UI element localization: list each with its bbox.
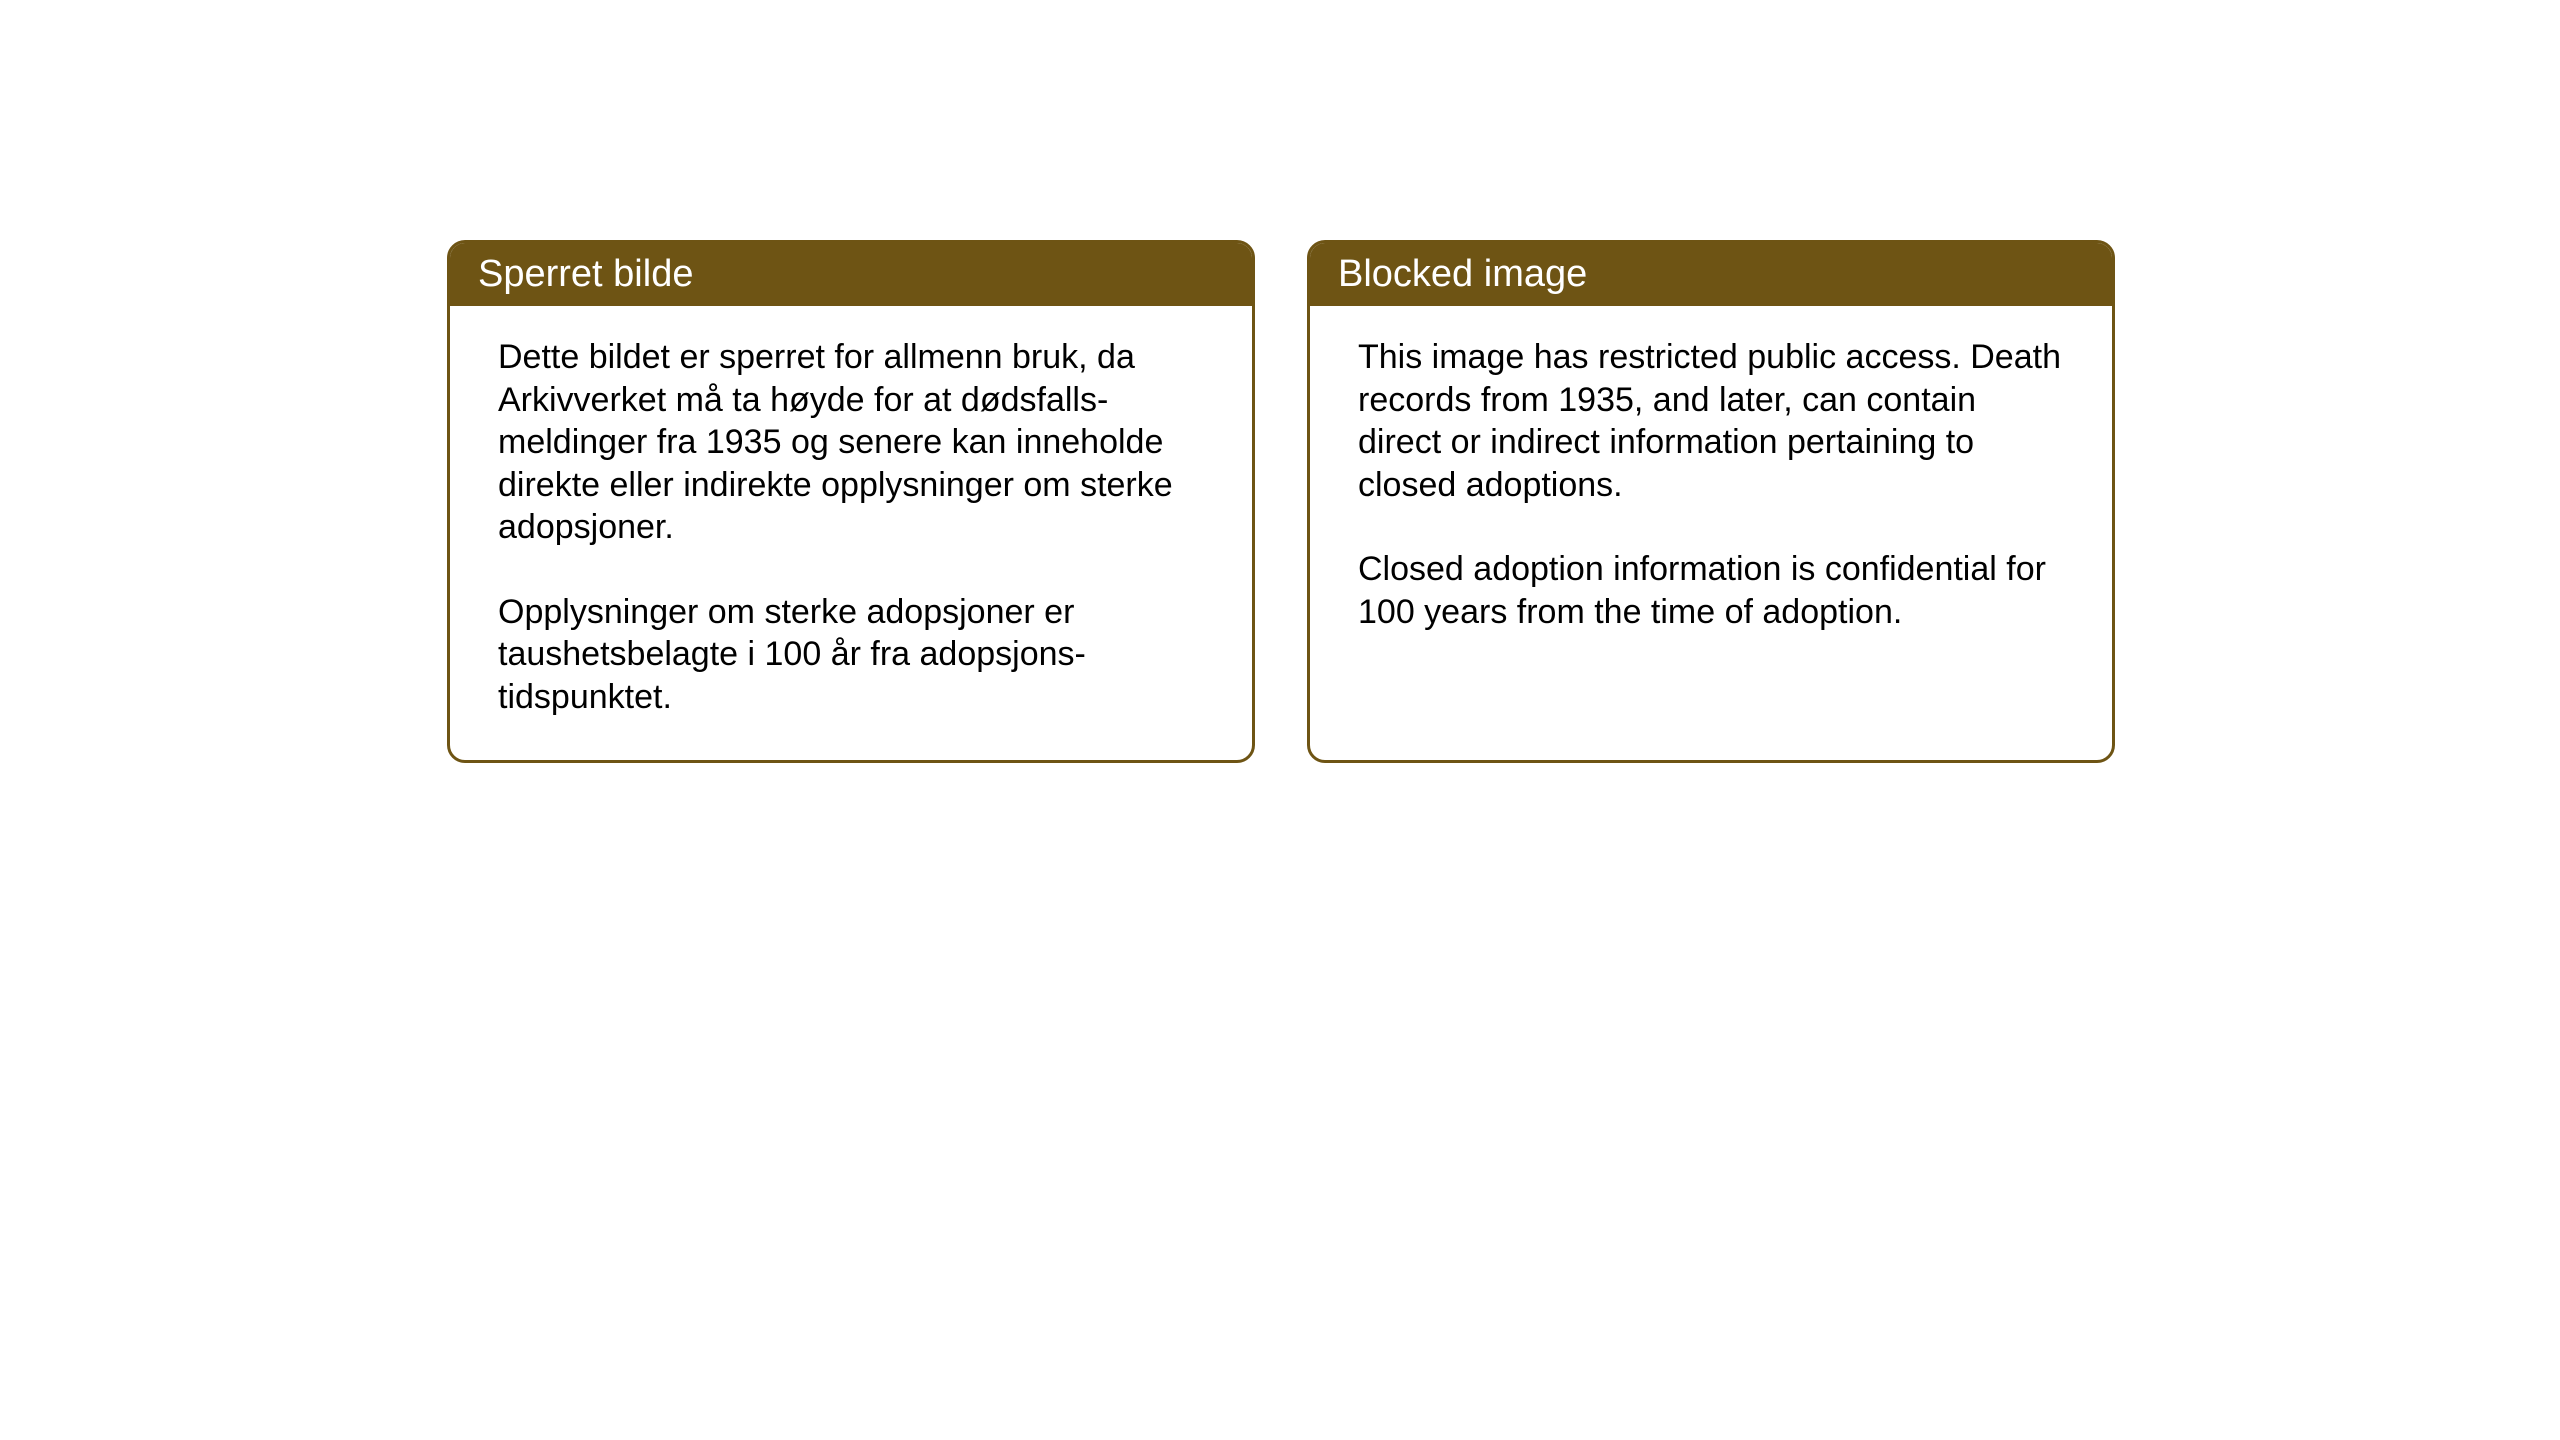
card-english-paragraph-2: Closed adoption information is confident…: [1358, 548, 2064, 633]
cards-container: Sperret bilde Dette bildet er sperret fo…: [447, 240, 2115, 763]
card-norwegian-paragraph-2: Opplysninger om sterke adopsjoner er tau…: [498, 591, 1204, 719]
card-english-body: This image has restricted public access.…: [1310, 306, 2112, 726]
card-norwegian-body: Dette bildet er sperret for allmenn bruk…: [450, 306, 1252, 760]
card-english-paragraph-1: This image has restricted public access.…: [1358, 336, 2064, 506]
card-norwegian-header: Sperret bilde: [450, 243, 1252, 306]
card-english-header: Blocked image: [1310, 243, 2112, 306]
card-english: Blocked image This image has restricted …: [1307, 240, 2115, 763]
card-norwegian-paragraph-1: Dette bildet er sperret for allmenn bruk…: [498, 336, 1204, 549]
card-norwegian: Sperret bilde Dette bildet er sperret fo…: [447, 240, 1255, 763]
